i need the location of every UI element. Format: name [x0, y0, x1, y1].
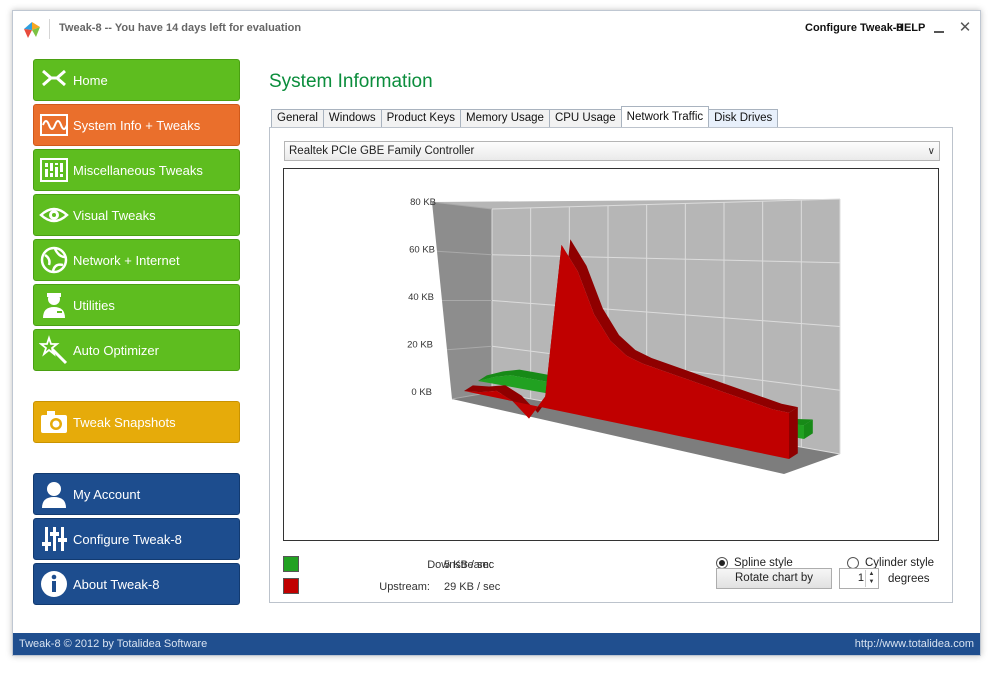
nav-tweak-snapshots-button[interactable]: Tweak Snapshots [33, 401, 240, 443]
series-top-ribbon [464, 239, 798, 419]
adapter-dropdown[interactable]: Realtek PCIe GBE Family Controller ∨ [284, 141, 940, 161]
nav-configure-button[interactable]: Configure Tweak-8 [33, 518, 240, 560]
nav-misc-tweaks-button[interactable]: Miscellaneous Tweaks [33, 149, 240, 191]
downstream-color-swatch [283, 556, 299, 572]
network-traffic-panel: Realtek PCIe GBE Family Controller ∨ 0 K… [269, 127, 953, 603]
tab-windows[interactable]: Windows [322, 109, 382, 127]
close-button[interactable]: ✕ [958, 19, 972, 36]
app-window: Tweak-8 -- You have 14 days left for eva… [12, 10, 981, 656]
page-title: System Information [269, 71, 433, 92]
copyright-text: Tweak-8 © 2012 by Totalidea Software [19, 638, 208, 650]
nav-about-button[interactable]: About Tweak-8 [33, 563, 240, 605]
chevron-down-icon: ∨ [927, 146, 935, 157]
website-link[interactable]: http://www.totalidea.com [854, 638, 974, 650]
rotate-chart-button[interactable]: Rotate chart by [716, 568, 832, 589]
nav-network-button[interactable]: Network + Internet [33, 239, 240, 281]
nav-visual-tweaks-button[interactable]: Visual Tweaks [33, 194, 240, 236]
y-tick-label: 80 KB [410, 197, 436, 208]
upstream-label: Upstream: [379, 581, 430, 593]
nav-label: Utilities [73, 297, 115, 313]
title-bar[interactable]: Tweak-8 -- You have 14 days left for eva… [13, 11, 980, 47]
nav-label: Miscellaneous Tweaks [73, 162, 203, 178]
nav-my-account-button[interactable]: My Account [33, 473, 240, 515]
degrees-value: 1 [857, 572, 864, 584]
nav-label: My Account [73, 486, 141, 502]
status-footer: Tweak-8 © 2012 by Totalidea Software htt… [13, 633, 980, 655]
y-tick-label: 40 KB [408, 292, 434, 303]
chart-grid-line [491, 300, 841, 327]
chart-grid-line [431, 201, 493, 210]
nav-system-info-button[interactable]: System Info + Tweaks [33, 104, 240, 146]
nav-label: About Tweak-8 [73, 576, 160, 592]
degrees-label: degrees [888, 573, 930, 585]
cylinder-style-label: Cylinder style [865, 557, 935, 569]
spline-style-label: Spline style [734, 557, 793, 569]
traffic-chart-svg: 0 KB 20 KB 40 KB 60 KB 80 KB [407, 197, 841, 474]
wave-icon [39, 110, 69, 140]
tab-disk-drives[interactable]: Disk Drives [708, 109, 779, 127]
downstream-value: 5 KB / sec [444, 559, 495, 571]
y-tick-label: 60 KB [409, 245, 435, 256]
nav-utilities-button[interactable]: Utilities [33, 284, 240, 326]
magic-wand-icon [39, 335, 69, 365]
tab-network-traffic[interactable]: Network Traffic [620, 106, 710, 127]
nav-label: Home [73, 72, 108, 88]
y-tick-label: 0 KB [411, 387, 432, 398]
downstream-label: Downstream: [427, 559, 492, 571]
series-end-cap [804, 419, 813, 439]
technician-icon [39, 290, 69, 320]
help-link[interactable]: HELP [896, 22, 926, 34]
nav-auto-optimizer-button[interactable]: Auto Optimizer [33, 329, 240, 371]
nav-label: Network + Internet [73, 252, 180, 268]
user-icon [39, 479, 69, 509]
chart-floor [452, 392, 840, 474]
upstream-value: 29 KB / sec [444, 581, 501, 593]
chart-grid-line [446, 345, 493, 351]
nav-home-button[interactable]: Home [33, 59, 240, 101]
nav-label: Auto Optimizer [73, 342, 159, 358]
traffic-chart: 0 KB 20 KB 40 KB 60 KB 80 KB [283, 168, 939, 541]
series-area-face [464, 244, 789, 459]
adapter-selected-value: Realtek PCIe GBE Family Controller [289, 145, 475, 157]
nav-label: Tweak Snapshots [73, 414, 176, 430]
stepper-arrows-icon[interactable]: ▲ ▼ [865, 570, 877, 587]
title-separator [49, 19, 50, 39]
home-icon [39, 65, 69, 95]
app-logo-icon [24, 22, 40, 38]
window-title: Tweak-8 -- You have 14 days left for eva… [59, 22, 302, 34]
tab-general[interactable]: General [271, 109, 324, 127]
minimize-button[interactable] [931, 19, 947, 37]
equalizer-icon [39, 155, 69, 185]
chart-grid-line [491, 254, 841, 264]
tab-cpu-usage[interactable]: CPU Usage [548, 109, 622, 127]
info-icon [39, 569, 69, 599]
sliders-icon [39, 524, 69, 554]
nav-label: System Info + Tweaks [73, 117, 201, 133]
nav-label: Configure Tweak-8 [73, 531, 182, 547]
camera-icon [39, 407, 69, 437]
y-tick-label: 20 KB [407, 340, 433, 351]
upstream-color-swatch [283, 578, 299, 594]
series-end-cap [789, 407, 798, 459]
globe-icon [39, 245, 69, 275]
chart-grid-line [436, 250, 493, 256]
tab-strip: General Windows Product Keys Memory Usag… [271, 106, 779, 127]
degrees-stepper[interactable]: 1 ▲ ▼ [839, 568, 879, 589]
configure-link[interactable]: Configure Tweak-8 [805, 22, 903, 34]
eye-icon [39, 200, 69, 230]
tab-memory-usage[interactable]: Memory Usage [459, 109, 550, 127]
tab-product-keys[interactable]: Product Keys [380, 109, 461, 127]
chart-grid-line [491, 198, 841, 210]
nav-label: Visual Tweaks [73, 207, 156, 223]
